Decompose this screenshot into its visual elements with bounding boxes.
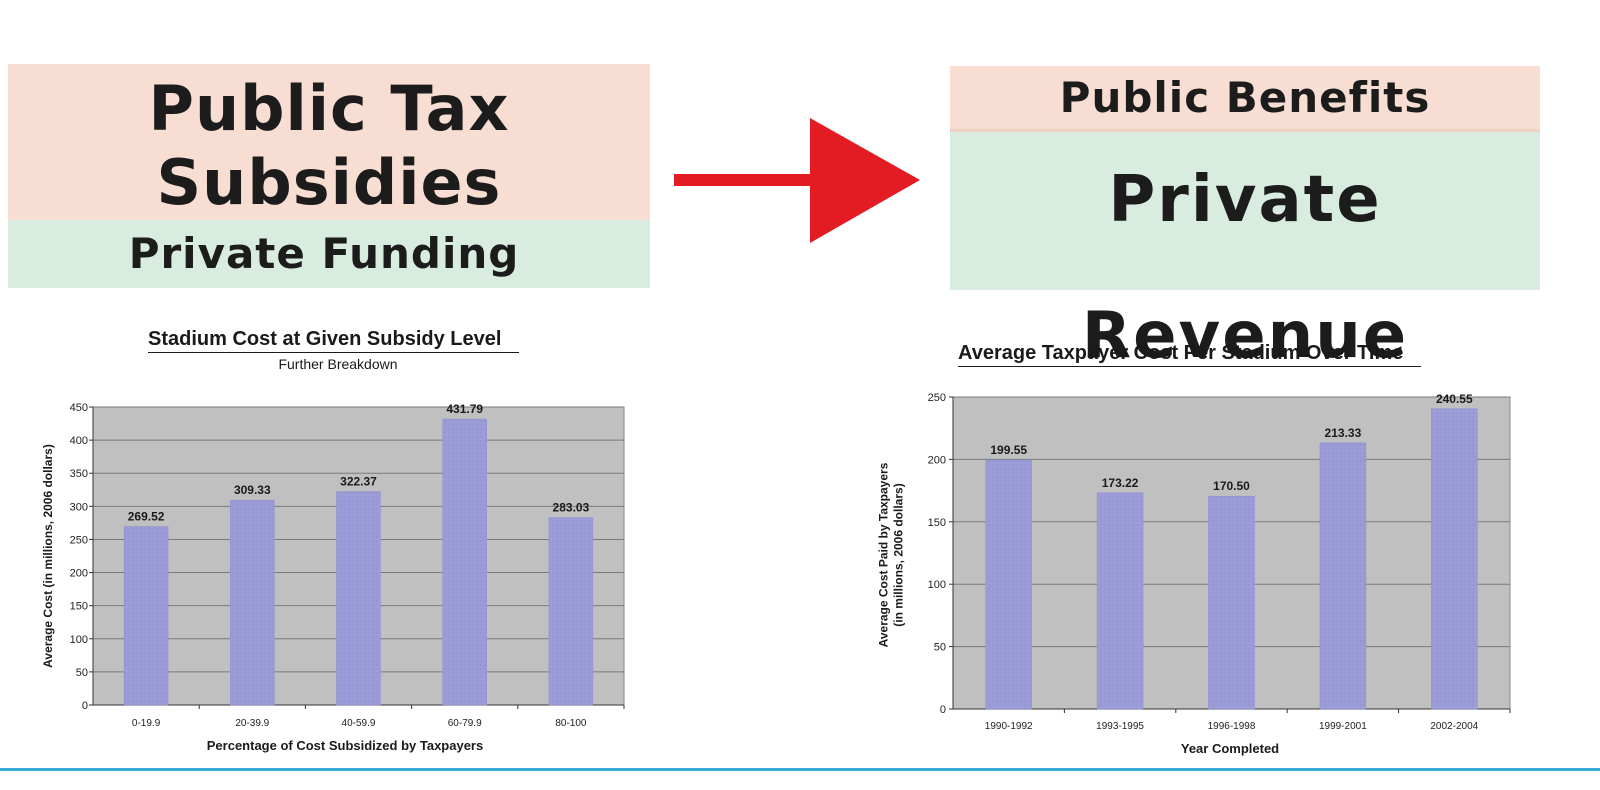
bottom-divider (0, 768, 1600, 771)
chart2-bar (1319, 442, 1367, 710)
chart1-category-label: 60-79.9 (448, 718, 482, 729)
public-benefits-box: Public Benefits (950, 66, 1540, 132)
private-funding-label: Private Funding (128, 229, 520, 278)
chart2-category-label: 1993-1995 (1096, 721, 1144, 732)
chart1-bar (442, 418, 487, 706)
chart1-y-tick-label: 400 (70, 435, 88, 447)
chart2-y-axis-label: (in millions, 2006 dollars) (892, 483, 906, 626)
chart1-title: Stadium Cost at Given Subsidy Level (148, 328, 520, 353)
chart1-y-tick-label: 0 (82, 700, 88, 712)
chart1-value-label: 431.79 (446, 402, 483, 416)
chart2-value-label: 173.22 (1102, 476, 1139, 490)
chart1-bar (548, 517, 594, 706)
chart2-y-tick-label: 150 (928, 517, 946, 529)
chart1-x-axis-label: Percentage of Cost Subsidized by Taxpaye… (207, 738, 483, 753)
chart2-title-text: Average Taxpayer Cost Per Stadium Over T… (958, 342, 1422, 367)
private-revenue-box: Private Revenue (950, 132, 1540, 373)
chart2-bar (1208, 495, 1255, 710)
chart2-y-tick-label: 250 (928, 392, 946, 404)
chart1-category-label: 80-100 (555, 718, 587, 729)
chart1-y-tick-label: 50 (76, 667, 88, 679)
chart2-y-tick-label: 50 (934, 642, 946, 654)
chart1-y-tick-label: 300 (70, 501, 88, 513)
chart1-title-text: Stadium Cost at Given Subsidy Level (148, 328, 520, 353)
chart1-y-tick-label: 100 (70, 634, 88, 646)
chart2-bar (1096, 492, 1144, 710)
public-tax-line: Public Tax (148, 72, 510, 145)
chart2-value-label: 240.55 (1436, 392, 1473, 406)
chart2-value-label: 199.55 (990, 443, 1027, 457)
chart1-y-axis-label: Average Cost (in millions, 2006 dollars) (41, 444, 55, 668)
chart2-y-tick-label: 0 (940, 704, 946, 716)
chart2-x-axis-label: Year Completed (1181, 741, 1279, 756)
chart1-bar (123, 526, 169, 706)
chart1-category-label: 20-39.9 (235, 718, 269, 729)
chart2-value-label: 213.33 (1325, 426, 1362, 440)
chart1-category-label: 40-59.9 (342, 718, 376, 729)
chart1-category-label: 0-19.9 (132, 718, 161, 729)
chart1-bar (336, 491, 381, 706)
public-benefits-label: Public Benefits (1059, 73, 1431, 122)
chart2-category-label: 1996-1998 (1208, 721, 1256, 732)
chart2-value-label: 170.50 (1213, 479, 1250, 493)
chart1-subtitle: Further Breakdown (278, 356, 398, 372)
private-revenue-label: Private Revenue (1081, 163, 1409, 373)
chart1-value-label: 322.37 (340, 475, 377, 489)
public-tax-subsidies-box: Public Tax Subsidies (8, 64, 650, 220)
chart2-category-label: 1999-2001 (1319, 721, 1367, 732)
private-funding-box: Private Funding (8, 220, 650, 288)
right-arrow-icon (674, 118, 920, 243)
chart2-bar (1431, 408, 1478, 710)
chart1-y-tick-label: 200 (70, 568, 88, 580)
chart1-y-tick-label: 450 (70, 402, 88, 414)
chart1-bar (230, 499, 275, 706)
chart1-value-label: 283.03 (553, 501, 590, 515)
chart1-y-tick-label: 250 (70, 534, 88, 546)
chart1-value-label: 309.33 (234, 483, 271, 497)
chart2-category-label: 1990-1992 (985, 721, 1033, 732)
chart2-bar (985, 459, 1032, 710)
chart2-y-tick-label: 100 (928, 579, 946, 591)
subsidies-line: Subsidies (156, 146, 502, 219)
chart2-y-tick-label: 200 (928, 454, 946, 466)
chart2-y-axis-label: Average Cost Paid by Taxpayers (877, 462, 891, 647)
chart1-y-tick-label: 150 (70, 601, 88, 613)
chart1-y-tick-label: 350 (70, 468, 88, 480)
chart2-category-label: 2002-2004 (1430, 721, 1478, 732)
chart1-value-label: 269.52 (128, 510, 165, 524)
chart2-title: Average Taxpayer Cost Per Stadium Over T… (958, 342, 1422, 367)
